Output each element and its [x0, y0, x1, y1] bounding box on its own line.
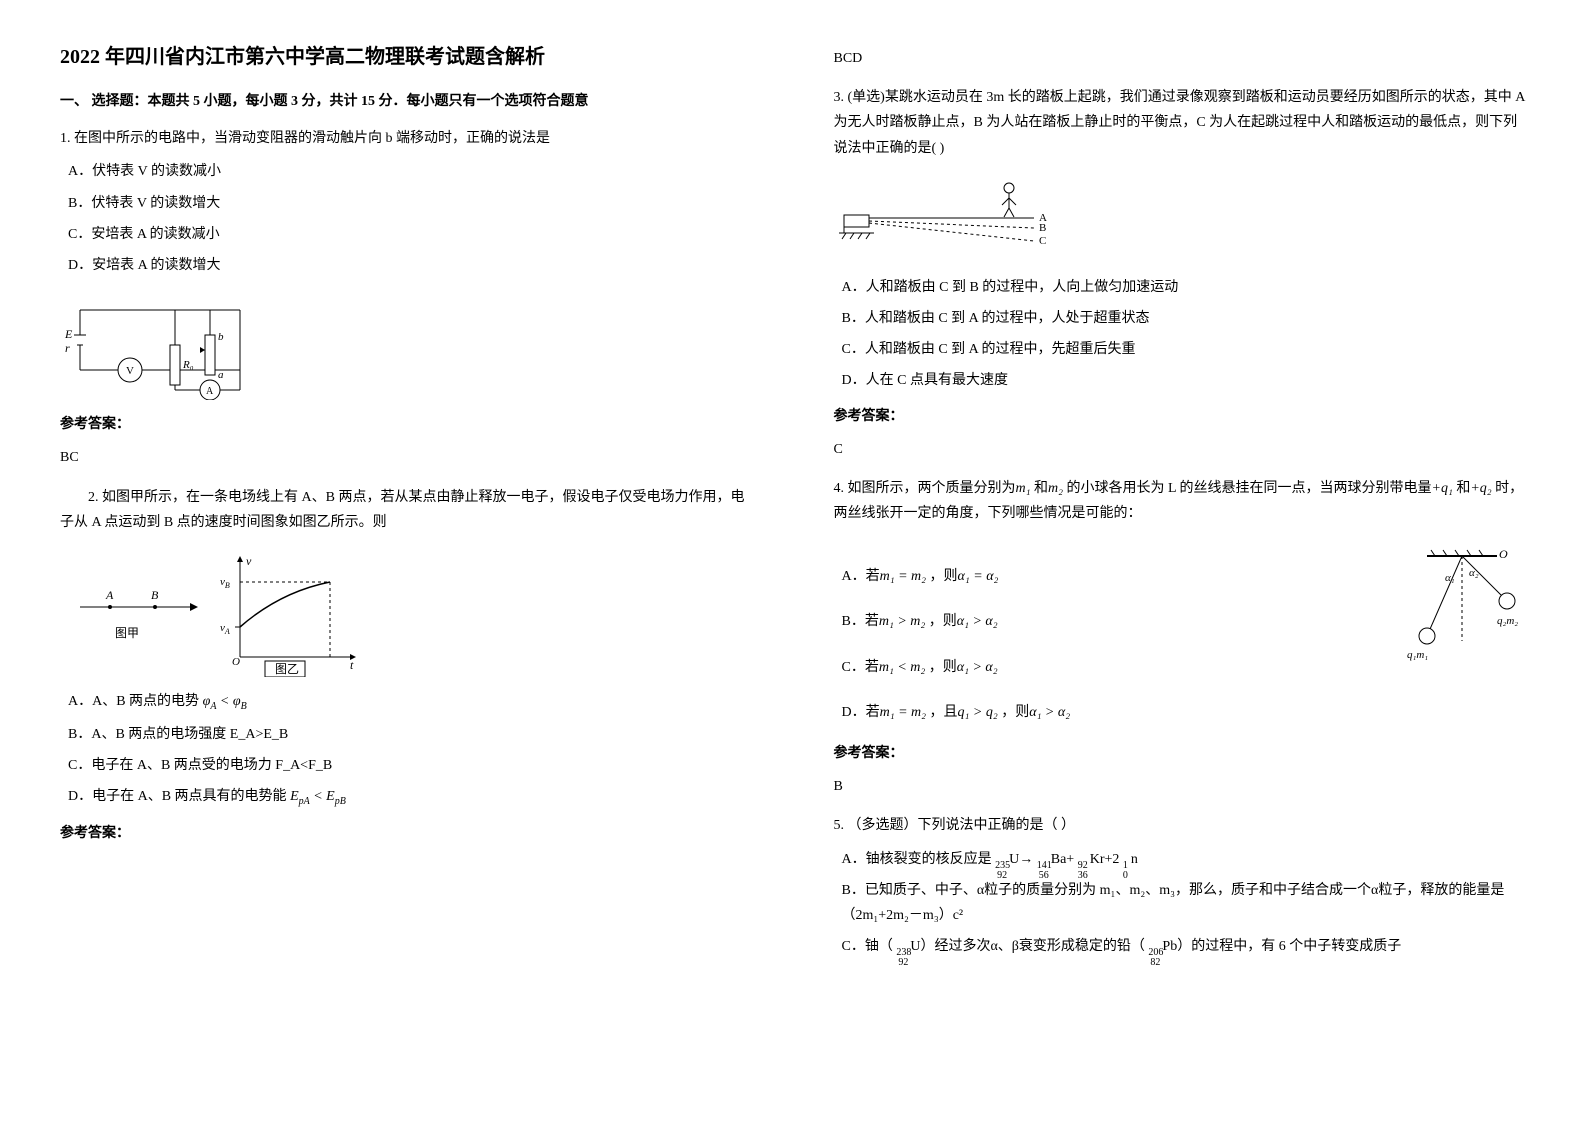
q2-ans-label: 参考答案： [60, 821, 754, 846]
label-r: r [65, 341, 70, 355]
q3-opt-c: C．人和踏板由 C 到 A 的过程中，先超重后失重 [842, 337, 1528, 362]
q1-circuit-figure: E r V R₀ b a A [60, 290, 754, 400]
q3-stem: 3. (单选)某跳水运动员在 3m 长的踏板上起跳，我们通过录像观察到踏板和运动… [834, 85, 1528, 161]
q3-opt-a: A．人和踏板由 C 到 B 的过程中，人向上做匀加速运动 [842, 275, 1528, 300]
divC: C [1039, 235, 1046, 247]
q5-opt-a: A．铀核裂变的核反应是 235 92 U→ 141 56 Ba+ 92 36 K… [842, 847, 1528, 872]
fig2-jia: 图甲 [115, 626, 139, 640]
fig2-t: t [350, 658, 354, 672]
q4-stem: 4. 如图所示，两个质量分别为m₁ 和m₂ 的小球各用长为 L 的丝线悬挂在同一… [834, 476, 1528, 526]
q4-figure: O α₁ α₂ q₁m₁ q₂m₂ [1377, 546, 1527, 666]
q2-stem: 2. 如图甲所示，在一条电场线上有 A、B 两点，若从某点由静止释放一电子，假设… [60, 485, 754, 535]
q2-ans: BCD [834, 46, 1528, 71]
page-title: 2022 年四川省内江市第六中学高二物理联考试题含解析 [60, 40, 754, 69]
q4-opt-a: A．若m₁ = m₂ ，则α₁ = α₂ [842, 564, 1338, 589]
fig2-A: A [105, 588, 114, 602]
q4-opt-b: B．若m₁ > m₂ ，则α₁ > α₂ [842, 609, 1338, 634]
q5-opt-b: B．已知质子、中子、α粒子的质量分别为 m₁、m₂、m₃，那么，质子和中子结合成… [842, 878, 1528, 928]
q5-opt-c: C．铀（ 238 92 U）经过多次α、β衰变形成稳定的铅（ 206 82 Pb… [842, 934, 1528, 959]
q1-stem: 1. 在图中所示的电路中，当滑动变阻器的滑动触片向 b 端移动时，正确的说法是 [60, 126, 754, 151]
q1-opt-d: D．安培表 A 的读数增大 [68, 253, 754, 278]
q5-stem: 5. （多选题）下列说法中正确的是（ ） [834, 813, 1528, 838]
q3-opt-b: B．人和踏板由 C 到 A 的过程中，人处于超重状态 [842, 306, 1528, 331]
q4-qm2: q₂m₂ [1497, 615, 1518, 627]
q3-ans-label: 参考答案： [834, 404, 1528, 429]
q4-ans-label: 参考答案： [834, 741, 1528, 766]
label-E: E [64, 327, 73, 341]
q4-opt-d: D．若m₁ = m₂ ，且q₁ > q₂ ，则α₁ > α₂ [842, 700, 1338, 725]
q1-ans: BC [60, 445, 754, 470]
q2-opt-d: D．电子在 A、B 两点具有的电势能 EpA < EpB [68, 784, 754, 811]
q3-ans: C [834, 437, 1528, 462]
q4-opt-c: C．若m₁ < m₂ ，则α₁ > α₂ [842, 655, 1338, 680]
divB: B [1039, 222, 1046, 234]
q1-opt-b: B．伏特表 V 的读数增大 [68, 191, 754, 216]
b-label: b [218, 331, 224, 343]
q4-ans: B [834, 774, 1528, 799]
q2-figure: A B 图甲 O t v vA vB 图乙 [60, 547, 754, 677]
q2-opt-c: C．电子在 A、B 两点受的电场力 F_A<F_B [68, 753, 754, 778]
svg-text:O: O [232, 656, 240, 668]
q4-a2: α₂ [1469, 567, 1479, 579]
q1-opt-c: C．安培表 A 的读数减小 [68, 222, 754, 247]
q2-opt-a: A．A、B 两点的电势 φA < φB [68, 689, 754, 716]
q4-qm1: q₁m₁ [1407, 649, 1428, 661]
fig2-v: v [246, 554, 252, 568]
fig2-vA: vA [220, 622, 230, 636]
R0-label: R₀ [182, 359, 194, 371]
q4-O: O [1499, 547, 1508, 561]
ammeter-label: A [206, 386, 214, 397]
q3-figure: A B C [834, 173, 1528, 263]
q3-opt-d: D．人在 C 点具有最大速度 [842, 368, 1528, 393]
section-a-head: 一、 选择题：本题共 5 小题，每小题 3 分，共计 15 分．每小题只有一个选… [60, 89, 754, 114]
a-label: a [218, 369, 224, 381]
q1-opt-a: A．伏特表 V 的读数减小 [68, 159, 754, 184]
fig2-vB: vB [220, 576, 230, 590]
q2-opt-b: B．A、B 两点的电场强度 E_A>E_B [68, 722, 754, 747]
q1-ans-label: 参考答案： [60, 412, 754, 437]
fig2-yi: 图乙 [275, 662, 299, 676]
q4-a1: α₁ [1445, 572, 1455, 584]
voltmeter-label: V [126, 365, 134, 377]
fig2-B: B [151, 588, 159, 602]
